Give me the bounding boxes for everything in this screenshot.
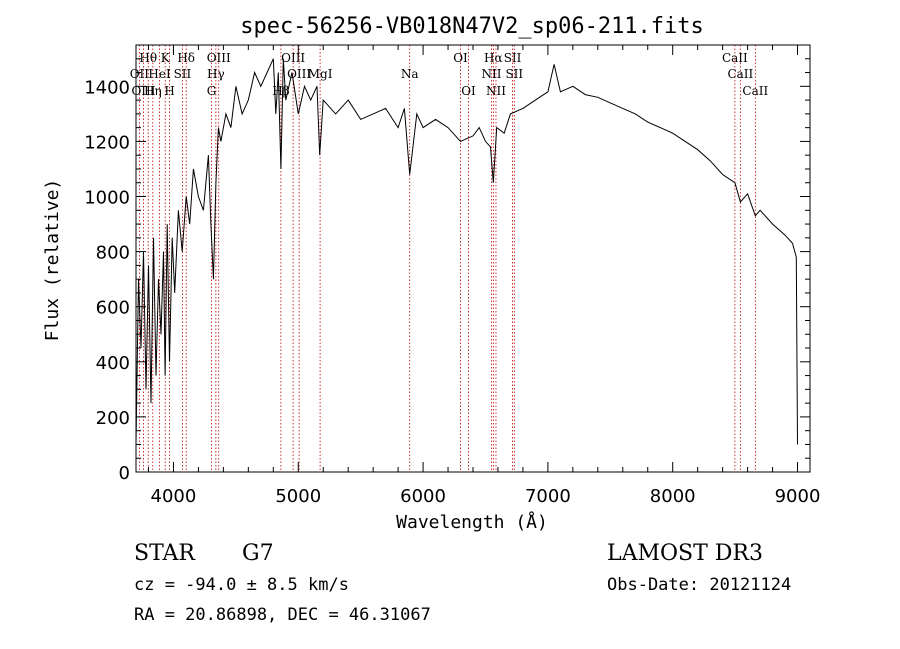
spectral-line-label: Hδ: [177, 51, 195, 65]
spectral-line-label: G: [207, 84, 217, 98]
spectral-line-label: HeI: [148, 67, 171, 81]
spectral-line-label: CaII: [727, 67, 753, 81]
y-tick-label: 0: [119, 463, 130, 484]
spectral-line-label: OIII: [281, 51, 305, 65]
y-tick-label: 200: [96, 408, 130, 429]
x-tick-label: 6000: [400, 486, 446, 507]
spectral-line-label: Hθ: [139, 51, 157, 65]
spectral-line-label: Hη: [144, 84, 162, 98]
spectral-line-label: Hγ: [207, 67, 225, 81]
y-axis-ticks: 0 200 400 600 800 1000 1200 1400: [84, 58, 810, 484]
spectral-line-label: NII: [486, 84, 506, 98]
spectral-line-label: NII: [481, 67, 501, 81]
spectral-line-label: OIII: [131, 84, 155, 98]
spectral-line-label: OIII: [207, 51, 231, 65]
spectral-line-label: Na: [401, 67, 419, 81]
chart-title: spec-56256-VB018N47V2_sp06-211.fits: [240, 14, 704, 39]
spectral-line-label: Hα: [484, 51, 503, 65]
spectral-line-label: SII: [504, 51, 522, 65]
spectral-line-label: OI: [453, 51, 468, 65]
spectrum-line: [135, 58, 798, 445]
x-tick-label: 9000: [775, 486, 821, 507]
spectral-line-label: OII: [130, 67, 150, 81]
spectral-line-label: OI: [461, 84, 476, 98]
spectral-line-label: CaII: [722, 51, 748, 65]
y-tick-label: 600: [96, 298, 130, 319]
object-class: STAR: [134, 541, 196, 566]
spectral-line-label: CaII: [742, 84, 768, 98]
spectral-line-label: SII: [505, 67, 523, 81]
y-axis-label: Flux (relative): [42, 179, 63, 342]
x-axis-ticks: 4000 5000 6000 7000 8000 9000: [147, 45, 821, 507]
x-tick-label: 5000: [275, 486, 321, 507]
y-tick-label: 1000: [84, 188, 130, 209]
x-axis-label: Wavelength (Å): [396, 511, 548, 533]
y-tick-label: 800: [96, 243, 130, 264]
redshift-value: cz = -94.0 ± 8.5 km/s: [134, 575, 349, 595]
spectral-line-label: MgI: [308, 67, 333, 81]
spectral-line-markers: [138, 45, 756, 472]
coordinates: RA = 20.86898, DEC = 46.31067: [134, 605, 431, 625]
y-tick-label: 400: [96, 353, 130, 374]
y-tick-label: 1200: [84, 132, 130, 153]
observation-date: Obs-Date: 20121124: [607, 575, 791, 595]
spectral-line-label: H: [164, 84, 174, 98]
spectral-line-label: SII: [174, 67, 192, 81]
y-tick-label: 1400: [84, 77, 130, 98]
x-tick-label: 8000: [650, 486, 696, 507]
plot-frame: [135, 44, 811, 473]
survey-name: LAMOST DR3: [607, 541, 763, 566]
spectral-subclass: G7: [242, 541, 274, 566]
x-tick-label: 7000: [525, 486, 571, 507]
x-tick-label: 4000: [151, 486, 197, 507]
spectral-line-label: K: [161, 51, 171, 65]
